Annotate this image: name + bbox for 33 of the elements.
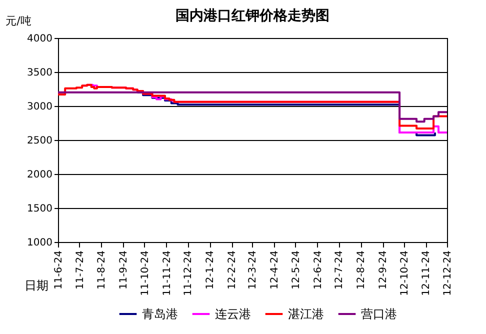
x-tick-label: 12-10-24 xyxy=(399,250,410,296)
x-tick-label: 12-6-24 xyxy=(312,250,324,290)
y-tick-label: 4000 xyxy=(27,34,52,44)
x-tick-label: 12-11-24 xyxy=(421,250,432,296)
legend-label: 湛江港 xyxy=(288,307,324,321)
legend-label: 连云港 xyxy=(215,307,251,321)
x-tick-label: 12-12-24 xyxy=(442,250,454,296)
x-tick-label: 12-8-24 xyxy=(356,250,368,290)
x-tick-label: 12-2-24 xyxy=(227,250,238,290)
legend-label: 营口港 xyxy=(361,307,397,321)
x-tick-label: 11-6-24 xyxy=(54,250,64,290)
x-tick-label: 11-8-24 xyxy=(96,250,108,290)
x-tick-label: 11-7-24 xyxy=(74,250,86,290)
legend-label: 青岛港 xyxy=(142,307,178,321)
x-tick-label: 12-5-24 xyxy=(290,250,302,290)
y-tick-label: 3500 xyxy=(27,68,52,78)
x-tick-label: 11-11-24 xyxy=(162,250,173,296)
x-tick-label: 12-1-24 xyxy=(205,250,216,290)
y-axis-title: 元/吨 xyxy=(6,14,32,28)
x-tick-label: 11-12-24 xyxy=(183,250,194,296)
y-tick-label: 3000 xyxy=(27,102,52,112)
chart-title: 国内港口红钾价格走势图 xyxy=(176,8,330,24)
x-tick-label: 11-9-24 xyxy=(118,250,130,290)
x-tick-label: 12-9-24 xyxy=(378,250,390,290)
x-axis-title: 日期 xyxy=(24,278,48,292)
y-tick-label: 2500 xyxy=(27,136,52,146)
x-tick-label: 12-3-24 xyxy=(248,250,259,290)
x-tick-label: 12-4-24 xyxy=(270,250,281,290)
y-tick-label: 1000 xyxy=(27,238,52,248)
y-tick-label: 2000 xyxy=(27,170,52,180)
x-tick-label: 12-7-24 xyxy=(334,250,346,290)
y-tick-label: 1500 xyxy=(27,204,52,214)
x-tick-label: 11-10-24 xyxy=(140,250,151,296)
